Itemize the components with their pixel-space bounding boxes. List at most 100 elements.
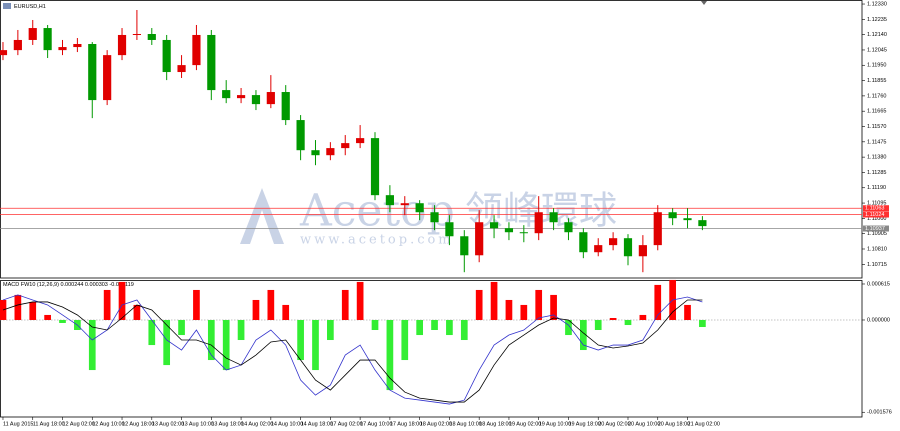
histogram-bar	[222, 319, 230, 371]
candle-body	[400, 203, 409, 206]
x-tick-label: 13 Aug 18:00	[211, 421, 243, 427]
candle-body	[103, 55, 112, 101]
candle-body	[132, 34, 142, 36]
x-tick-label: 18 Aug 18:00	[479, 421, 511, 427]
histogram-bar	[148, 319, 156, 346]
histogram-bar	[550, 294, 557, 320]
histogram-bar	[193, 289, 200, 320]
candle-body	[534, 212, 543, 234]
candle-body	[73, 43, 82, 48]
x-tick-label: 19 Aug 10:00	[539, 421, 571, 427]
x-tick-label: 17 Aug 10:00	[360, 421, 392, 427]
shift-marker	[701, 1, 707, 5]
price-level-box	[863, 211, 889, 218]
candle-body	[683, 218, 692, 221]
price-level-box	[863, 225, 889, 232]
candle-body	[504, 228, 514, 233]
x-tick-label: 19 Aug 02:00	[509, 421, 541, 427]
histogram-bar	[401, 319, 409, 361]
candle-body	[385, 195, 394, 206]
histogram-bar	[118, 281, 126, 320]
histogram-bar	[341, 289, 349, 320]
candle-body	[370, 138, 380, 196]
candle-body	[326, 148, 335, 156]
histogram-bar	[475, 289, 483, 320]
histogram-bar	[312, 319, 319, 371]
histogram-bar	[252, 299, 260, 320]
y-tick-label: 1.11665	[867, 109, 886, 115]
candle-body	[609, 238, 618, 246]
price-level-label: 1.10937	[865, 226, 885, 232]
histogram-bar	[371, 319, 379, 331]
candle-body	[0, 50, 8, 56]
x-tick-label: 17 Aug 18:00	[390, 421, 422, 427]
histogram-bar	[520, 304, 528, 320]
candle-body	[162, 39, 171, 73]
histogram-bar	[14, 294, 22, 320]
histogram-bar	[446, 319, 453, 336]
histogram-bar	[88, 319, 96, 371]
histogram-bar	[416, 319, 424, 336]
x-tick-label: 20 Aug 10:00	[628, 421, 660, 427]
candle-body	[192, 34, 201, 66]
candle-body	[489, 222, 499, 229]
candle-body	[43, 28, 52, 51]
candle-body	[594, 245, 603, 253]
histogram-bar	[594, 319, 602, 331]
histogram-bar	[490, 281, 498, 320]
x-tick-label: 18 Aug 02:00	[420, 421, 452, 427]
histogram-bar	[297, 319, 304, 361]
x-tick-label: 19 Aug 18:00	[568, 421, 600, 427]
candle-body	[296, 120, 305, 151]
candle-body	[475, 222, 484, 256]
histogram-bar	[356, 281, 364, 320]
candle-body	[58, 47, 67, 51]
histogram-bar	[579, 319, 587, 351]
histogram-bar	[386, 319, 394, 391]
histogram-bar	[44, 314, 51, 320]
candle-body	[668, 212, 677, 219]
histogram-bar	[699, 319, 706, 328]
y-tick-label: 1.11190	[867, 185, 886, 191]
x-tick-label: 13 Aug 02:00	[152, 421, 184, 427]
candle-body	[177, 65, 186, 73]
histogram-bar	[29, 301, 37, 320]
x-tick-label: 14 Aug 02:00	[241, 421, 273, 427]
indicator-title: MACD FW10 (12,26,9) 0.000244 0.000303 -0…	[3, 282, 134, 288]
symbol-icon	[3, 3, 11, 9]
histogram-bar	[327, 319, 334, 341]
x-tick-label: 12 Aug 10:00	[92, 421, 124, 427]
y-tick-label: 1.12140	[867, 32, 887, 38]
main-panel	[0, 0, 863, 279]
x-tick-label: 18 Aug 10:00	[449, 421, 481, 427]
x-tick-label: 12 Aug 02:00	[63, 421, 95, 427]
histogram-bar	[133, 304, 141, 320]
x-tick-label: 20 Aug 02:00	[598, 421, 630, 427]
price-level-box	[863, 205, 889, 212]
x-tick-label: 12 Aug 18:00	[122, 421, 154, 427]
candle-body	[341, 143, 350, 149]
y-tick-label: 1.12235	[867, 17, 887, 23]
x-tick-label: 17 Aug 02:00	[330, 421, 362, 427]
histogram-bar	[282, 304, 290, 320]
x-tick-label: 11 Aug 2015	[3, 421, 33, 427]
candle-body	[356, 138, 365, 144]
y-tick-label: 0.000615	[867, 281, 890, 287]
y-tick-label: 1.11760	[867, 93, 886, 99]
candle-body	[653, 212, 662, 246]
indicator-line	[2, 294, 703, 405]
candle-body	[147, 34, 156, 40]
histogram-bar	[609, 318, 617, 320]
histogram-bar	[267, 289, 275, 320]
y-tick-label: 1.11000	[867, 216, 886, 222]
histogram-bar	[565, 319, 572, 336]
y-tick-label: 1.11855	[867, 78, 886, 84]
x-tick-label: 13 Aug 10:00	[182, 421, 214, 427]
candle-body	[222, 90, 231, 99]
candle-body	[236, 95, 246, 99]
histogram-bar	[178, 319, 185, 336]
candle-body	[117, 34, 127, 56]
candle-body	[13, 39, 22, 51]
histogram-bar	[535, 289, 543, 320]
candle-body	[281, 92, 290, 121]
